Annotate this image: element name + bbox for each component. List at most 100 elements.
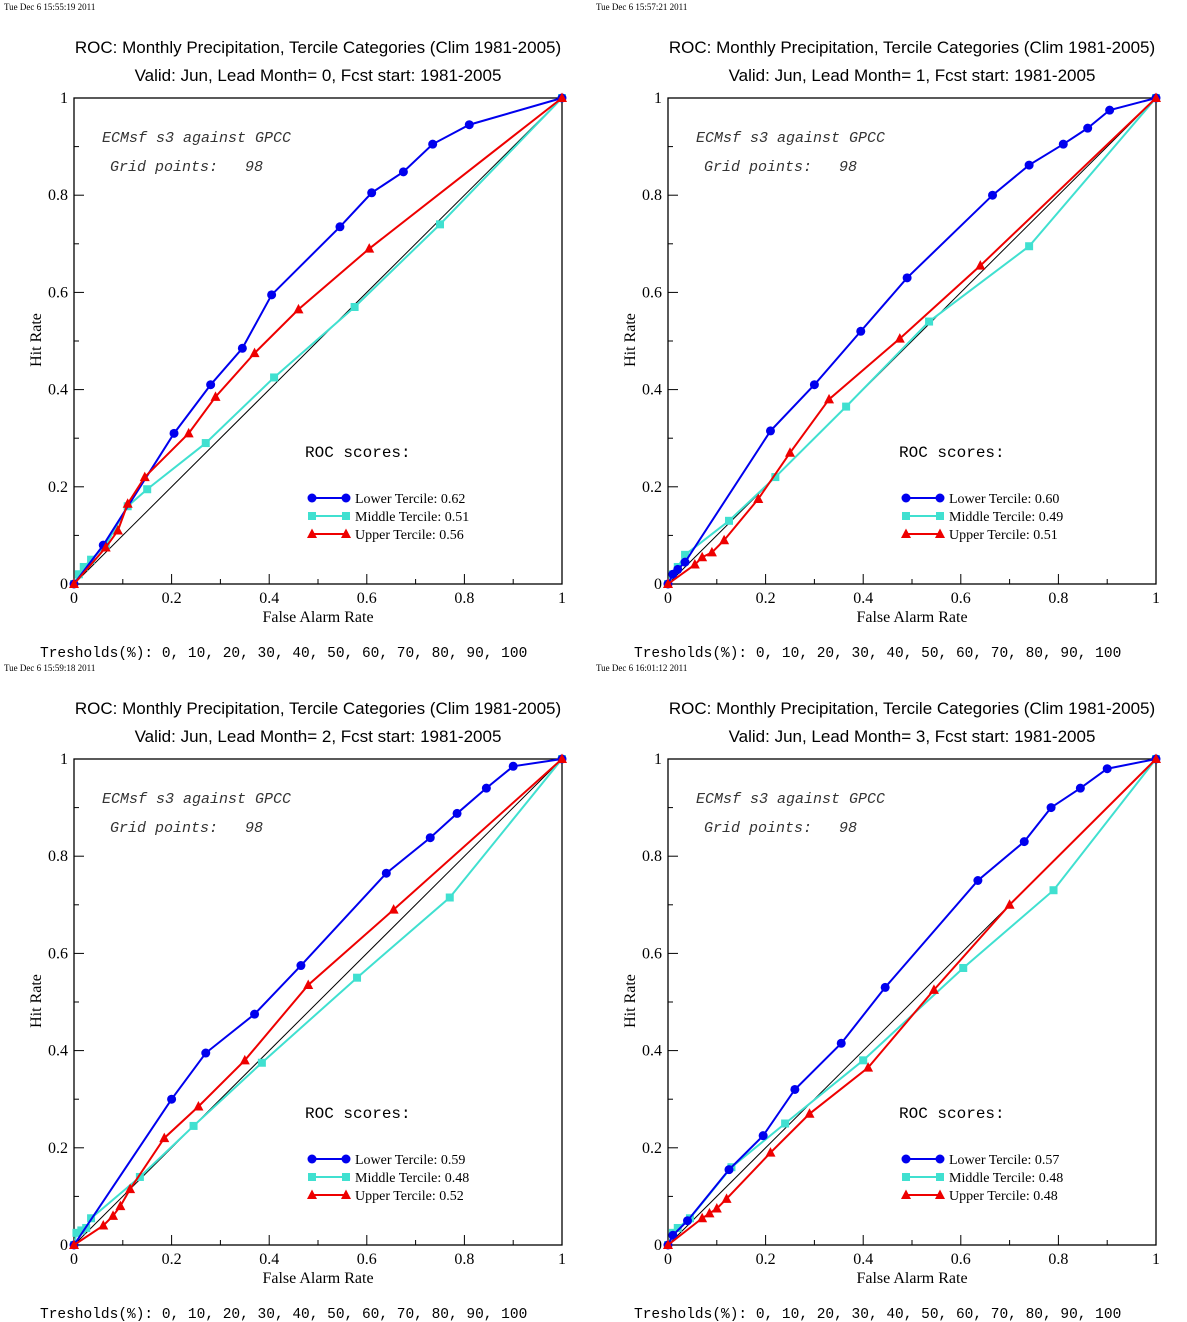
data-point-square [1049,886,1058,895]
legend-marker [307,493,317,503]
data-point-triangle [122,498,133,508]
data-point-square [771,473,780,482]
plot-area: 0 0.2 0.4 0.6 0.8 1 0 0.2 0.4 0.6 0.8 1 [48,90,567,607]
data-point-circle [1083,123,1093,133]
data-point-square [436,220,444,229]
data-point-triangle [863,1062,874,1072]
data-point-triangle [1151,753,1161,763]
roc-panel-lead-0: Tue Dec 6 15:55:19 2011 ROC: Monthly Pre… [0,0,594,661]
plot-area: 0 0.2 0.4 0.6 0.8 1 0 0.2 0.4 0.6 0.8 1 [48,751,567,1268]
thresholds-footer: Tresholds(%): 0, 10, 20, 30, 40, 50, 60,… [634,1307,1121,1322]
legend-label: Lower Tercile: 0.57 [949,1153,1059,1168]
roc-chart: Tue Dec 6 16:01:12 2011 ROC: Monthly Pre… [596,663,1161,1322]
grid-points-annotation: Grid points: 98 [704,159,857,176]
x-tick-label: 0.6 [951,590,971,607]
data-point-triangle [785,447,795,457]
roc-panel-lead-1: Tue Dec 6 15:57:21 2011 ROC: Monthly Pre… [594,0,1187,661]
data-point-square [143,485,152,494]
data-point-circle [758,1131,768,1141]
data-point-square [350,302,359,311]
data-point-triangle [388,904,399,914]
chart-title: ROC: Monthly Precipitation, Tercile Cate… [75,699,561,718]
legend-marker [936,1173,944,1181]
data-point-triangle [193,1100,204,1111]
y-tick-label: 0.8 [48,848,68,865]
data-point-circle [335,222,345,232]
data-point-triangle [706,546,717,557]
roc-scores-label: ROC scores: [305,444,411,462]
data-point-square [79,562,88,571]
data-point-square [72,1228,81,1237]
legend-marker [308,1173,316,1181]
data-point-square [257,1058,266,1067]
grid-points-annotation: Grid points: 98 [704,820,857,837]
x-tick-label: 0.8 [1048,590,1068,607]
y-tick-label: 0 [60,1237,68,1254]
x-tick-label: 0 [70,1251,78,1268]
data-point-triangle [98,1220,109,1230]
x-tick-label: 0.2 [162,1251,182,1268]
x-tick-label: 0.2 [162,590,182,607]
data-point-circle [880,982,890,992]
data-point-circle [296,961,306,971]
legend: Lower Tercile: 0.59 Middle Tercile: 0.48 U… [307,1153,469,1204]
data-point-triangle [928,984,939,994]
legend-marker [935,1154,945,1164]
data-point-square [859,1056,868,1065]
data-point-circle [856,326,866,336]
x-axis-label: False Alarm Rate [856,609,967,626]
data-point-triangle [108,1210,119,1220]
grid-points-annotation: Grid points: 98 [110,820,263,837]
data-point-circle [250,1009,260,1019]
data-point-triangle [69,578,79,588]
x-axis-label: False Alarm Rate [262,609,373,626]
y-tick-label: 0.2 [48,1140,68,1157]
y-tick-label: 1 [654,751,662,768]
series-line-circle [667,758,1157,1246]
legend-marker [341,1189,351,1199]
chart-title: ROC: Monthly Precipitation, Tercile Cate… [75,38,561,57]
y-tick-label: 0.6 [48,284,68,301]
x-tick-label: 0 [664,1251,672,1268]
data-point-circle [428,139,438,149]
legend-label: Lower Tercile: 0.59 [355,1153,465,1168]
x-tick-label: 0.6 [951,1251,971,1268]
legend-marker [341,493,351,503]
chart-subtitle: Valid: Jun, Lead Month= 3, Fcst start: 1… [729,727,1096,746]
y-axis-label: Hit Rate [28,974,45,1028]
data-point-triangle [824,393,835,404]
data-point-triangle [557,753,567,763]
data-point-circle [809,380,819,390]
roc-chart: Tue Dec 6 15:59:18 2011 ROC: Monthly Pre… [4,663,567,1322]
data-point-square [189,1121,198,1130]
data-point-circle [1105,105,1115,115]
x-tick-label: 0.2 [756,1251,776,1268]
y-tick-label: 1 [60,90,68,107]
timestamp: Tue Dec 6 15:57:21 2011 [596,2,687,12]
legend-marker [935,1189,945,1199]
legend-label: Upper Tercile: 0.51 [949,528,1058,543]
data-point-triangle [557,92,567,102]
data-point-triangle [697,1212,708,1223]
data-point-circle [201,1048,211,1058]
y-tick-label: 0 [654,576,662,593]
data-point-square [842,402,851,411]
data-point-circle [381,868,391,878]
x-tick-label: 0.4 [259,1251,279,1268]
data-point-triangle [239,1054,250,1065]
y-axis-label: Hit Rate [622,974,639,1028]
x-axis-label: False Alarm Rate [262,1270,373,1287]
data-point-triangle [249,347,260,358]
data-point-square [353,973,362,982]
data-point-triangle [975,260,986,270]
data-point-triangle [183,427,194,438]
data-point-circle [206,380,216,390]
data-point-circle [668,1230,678,1240]
data-point-circle [1075,783,1085,793]
data-point-square [201,439,210,448]
data-point-circle [508,761,518,771]
data-point-triangle [69,1239,79,1249]
y-tick-label: 0.6 [48,945,68,962]
legend-marker [307,528,317,538]
y-tick-label: 0.8 [48,187,68,204]
